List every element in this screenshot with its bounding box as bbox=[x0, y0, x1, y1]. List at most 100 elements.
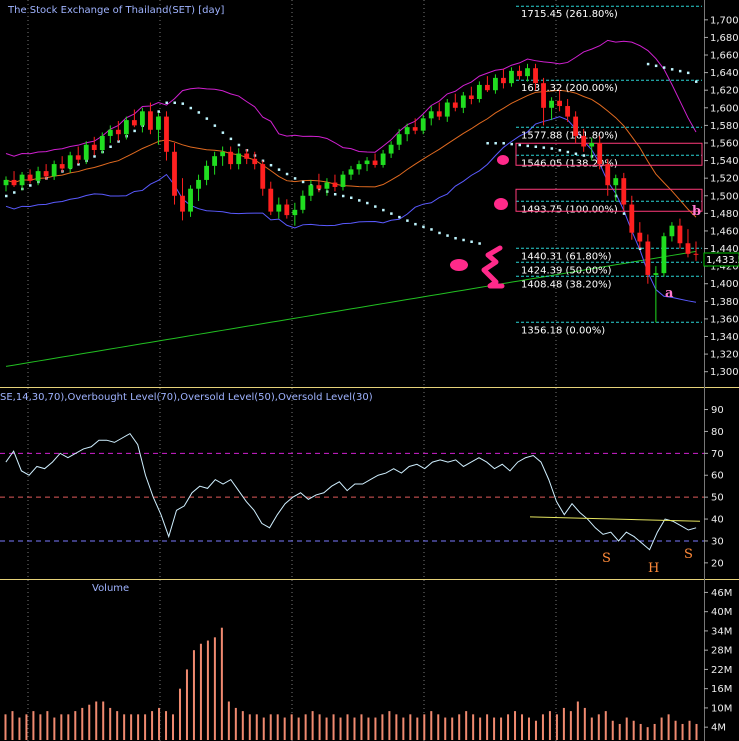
sar-dot bbox=[654, 64, 658, 68]
price-tick-label: 1,580 bbox=[710, 121, 739, 132]
volume-bar bbox=[11, 711, 14, 740]
candle-body bbox=[131, 120, 137, 126]
volume-bar bbox=[674, 720, 677, 740]
candle-body bbox=[653, 273, 659, 275]
rsi-tick-label: 40 bbox=[711, 515, 724, 526]
candle-body bbox=[549, 100, 554, 108]
candle-body bbox=[597, 142, 603, 165]
volume-tick-label: 4M bbox=[711, 723, 726, 734]
candle-body bbox=[613, 178, 619, 186]
volume-bar bbox=[165, 711, 168, 740]
sar-dot bbox=[173, 101, 176, 105]
candle-body bbox=[645, 241, 651, 275]
volume-bar bbox=[562, 707, 565, 740]
candle-body bbox=[107, 129, 113, 136]
volume-bar bbox=[681, 723, 684, 740]
sar-dot bbox=[229, 137, 233, 141]
sar-dot bbox=[430, 228, 433, 231]
price-tick-label: 1,460 bbox=[710, 226, 739, 237]
price-tick-label: 1,360 bbox=[710, 314, 739, 325]
highlight-mark bbox=[481, 245, 505, 289]
volume-bar bbox=[88, 704, 91, 740]
volume-bar bbox=[227, 701, 230, 740]
sar-dot bbox=[454, 236, 457, 240]
fibonacci-level-label: 1546.05 (138.20%) bbox=[521, 158, 618, 169]
sar-dot bbox=[414, 222, 417, 226]
volume-bar bbox=[514, 711, 517, 740]
volume-bar bbox=[667, 714, 670, 740]
last-price-tag: 1,433.5 bbox=[703, 252, 739, 267]
volume-bar bbox=[604, 711, 607, 740]
bollinger-middle-line bbox=[5, 89, 697, 218]
volume-bar bbox=[688, 720, 691, 740]
sar-dot bbox=[277, 168, 281, 171]
pattern-label: H bbox=[648, 561, 659, 576]
sar-dot bbox=[574, 152, 578, 156]
last-price-label: 1,433.5 bbox=[706, 255, 739, 266]
price-tick-label: 1,540 bbox=[710, 156, 739, 167]
volume-bar bbox=[81, 707, 84, 740]
rsi-tick-label: 70 bbox=[711, 449, 724, 460]
volume-bar bbox=[618, 723, 621, 740]
candle-body bbox=[236, 153, 242, 165]
volume-bar bbox=[500, 717, 503, 740]
candle-body bbox=[605, 164, 611, 186]
wave-label-a: a bbox=[665, 286, 674, 301]
volume-bar bbox=[395, 714, 398, 740]
rsi-line bbox=[5, 432, 697, 551]
volume-bar bbox=[374, 717, 377, 740]
candle-body bbox=[621, 178, 627, 205]
candle-body bbox=[260, 164, 266, 189]
volume-bar bbox=[276, 714, 279, 740]
volume-bar bbox=[430, 711, 433, 740]
rsi-tick-label: 30 bbox=[711, 536, 724, 547]
sar-dot bbox=[29, 184, 32, 187]
volume-bar bbox=[437, 714, 440, 740]
volume-bar bbox=[597, 714, 600, 740]
candle-body bbox=[388, 144, 394, 154]
candle-body bbox=[693, 253, 699, 255]
volume-bar bbox=[234, 707, 237, 740]
volume-bar bbox=[416, 717, 419, 740]
sar-dot bbox=[510, 142, 513, 146]
volume-tick-label: 34M bbox=[711, 626, 732, 637]
candle-body bbox=[396, 134, 402, 145]
price-tick-label: 1,380 bbox=[710, 297, 739, 308]
volume-bar bbox=[381, 714, 384, 740]
volume-bar bbox=[360, 714, 363, 740]
sar-dot bbox=[662, 66, 666, 69]
candle-body bbox=[220, 151, 226, 157]
price-tick-label: 1,600 bbox=[710, 103, 739, 114]
sar-dot bbox=[117, 140, 120, 143]
volume-bar bbox=[32, 711, 35, 740]
candle-body bbox=[404, 127, 410, 135]
candle-body bbox=[669, 225, 675, 237]
volume-bar bbox=[388, 711, 391, 740]
candle-body bbox=[300, 195, 306, 210]
candle-body bbox=[501, 77, 506, 84]
rsi-tick-label: 20 bbox=[711, 558, 724, 569]
sar-dot bbox=[478, 242, 481, 245]
sar-dot bbox=[638, 247, 642, 251]
price-tick-label: 1,520 bbox=[710, 174, 739, 185]
highlight-mark bbox=[450, 259, 468, 271]
volume-bar bbox=[521, 714, 524, 740]
volume-bar bbox=[283, 717, 286, 740]
volume-bar bbox=[534, 720, 537, 740]
candle-body bbox=[493, 77, 498, 91]
candle-body bbox=[3, 179, 9, 186]
candle-body bbox=[43, 171, 49, 177]
candle-body bbox=[332, 182, 338, 187]
rsi-tick-label: 80 bbox=[711, 427, 724, 438]
volume-bar bbox=[632, 720, 635, 740]
candle-body bbox=[27, 174, 33, 181]
volume-bar bbox=[444, 717, 447, 740]
sar-dot bbox=[269, 163, 273, 167]
candle-body bbox=[123, 120, 129, 135]
fibonacci-level-label: 1440.31 (61.80%) bbox=[521, 251, 612, 262]
highlight-mark bbox=[494, 198, 508, 210]
volume-bar bbox=[304, 714, 307, 740]
sar-dot bbox=[422, 225, 425, 229]
sar-dot bbox=[350, 196, 353, 200]
sar-dot bbox=[406, 219, 409, 222]
